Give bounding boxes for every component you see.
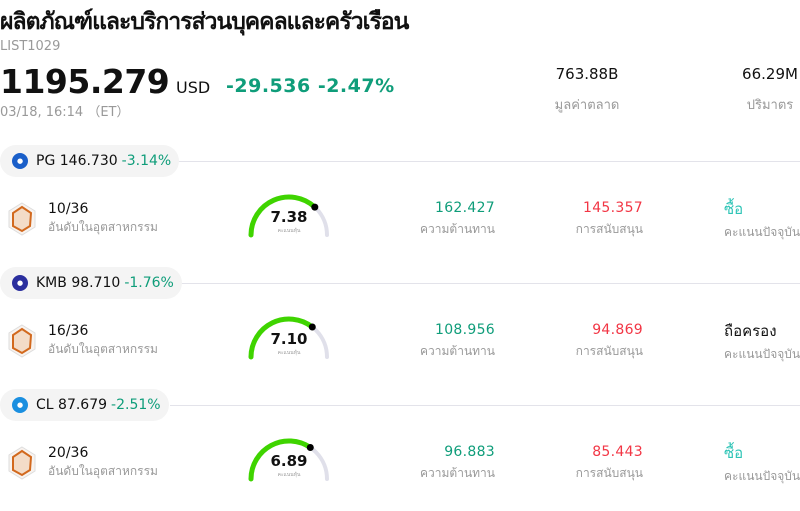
- gauge-fill: [248, 194, 318, 238]
- stock-symbol: PG: [36, 153, 56, 169]
- score-gauge: [248, 316, 329, 360]
- page-title: ผลิตภัณฑ์และบริการส่วนบุคคลและครัวเรือน: [0, 9, 409, 35]
- industry-rank: 10/36: [48, 201, 89, 217]
- stock-row[interactable]: ● PG 146.730 -3.14% 10/36 อันดับในอุตสาห…: [0, 145, 800, 267]
- stock-row[interactable]: ● CL 87.679 -2.51% 20/36 อันดับในอุตสาหก…: [0, 389, 800, 511]
- resistance-value: 96.883: [444, 444, 495, 460]
- industry-rank: 20/36: [48, 445, 89, 461]
- volume-label: ปริมาตร: [746, 98, 794, 113]
- gauge-marker: [311, 203, 319, 211]
- divider: [170, 161, 800, 162]
- stock-score: 7.38: [270, 208, 308, 226]
- market-cap-label: มูลค่าตลาด: [554, 98, 620, 113]
- index-price: 1195.279: [0, 62, 170, 101]
- price-change: -29.536 -2.47%: [226, 75, 395, 97]
- divider: [170, 405, 800, 406]
- support: 85.443 การสนับสนุน: [523, 444, 643, 483]
- stock-price: 146.730: [59, 153, 118, 169]
- stock-score-label: คะแนนหุ้น: [277, 228, 301, 234]
- volume-value: 66.29M: [742, 65, 798, 83]
- market-cap: 763.88B มูลค่าตลาด: [532, 65, 642, 115]
- stock-symbol: CL: [36, 397, 54, 413]
- market-cap-value: 763.88B: [555, 65, 619, 83]
- support-value: 145.357: [583, 200, 643, 216]
- resistance: 96.883 ความต้านทาน: [375, 444, 495, 483]
- industry-rank: 16/36: [48, 323, 89, 339]
- stock-change: -1.76%: [124, 275, 174, 291]
- score-gauge: [248, 194, 329, 238]
- gauge-marker: [308, 323, 316, 331]
- stock-change: -3.14%: [121, 153, 172, 169]
- support-label: การสนับสนุน: [575, 466, 643, 480]
- rating-label: คะแนนปัจจุบัน: [724, 225, 800, 239]
- stock-score: 6.89: [270, 452, 308, 470]
- stock-score: 7.10: [270, 330, 308, 348]
- resistance: 108.956 ความต้านทาน: [375, 322, 495, 361]
- pg-logo: ●: [12, 153, 28, 169]
- support-label: การสนับสนุน: [575, 222, 643, 236]
- score-gauge: [248, 438, 329, 482]
- resistance-label: ความต้านทาน: [420, 344, 495, 358]
- rating-label: คะแนนปัจจุบัน: [724, 469, 800, 483]
- stock-change: -2.51%: [111, 397, 161, 413]
- rating: ถือครอง: [724, 322, 777, 340]
- radar-icon: [8, 446, 36, 480]
- rating: ซื้อ: [724, 200, 744, 218]
- kmb-logo: ●: [12, 275, 28, 291]
- currency: USD: [176, 78, 211, 97]
- support: 94.869 การสนับสนุน: [523, 322, 643, 361]
- stock-symbol: KMB: [36, 275, 67, 291]
- support-value: 85.443: [592, 444, 643, 460]
- stock-price: 98.710: [71, 275, 121, 291]
- stock-row[interactable]: ● KMB 98.710 -1.76% 16/36 อันดับในอุตสาห…: [0, 267, 800, 389]
- resistance-label: ความต้านทาน: [420, 466, 495, 480]
- stock-price: 87.679: [58, 397, 108, 413]
- industry-rank-label: อันดับในอุตสาหกรรม: [48, 464, 158, 478]
- gauge-fill: [248, 316, 315, 360]
- industry-rank-label: อันดับในอุตสาหกรรม: [48, 342, 158, 356]
- rating: ซื้อ: [724, 444, 744, 462]
- timestamp: 03/18, 16:14 （ET）: [0, 105, 130, 120]
- resistance: 162.427 ความต้านทาน: [375, 200, 495, 239]
- resistance-value: 162.427: [435, 200, 495, 216]
- gauge-fill: [248, 438, 313, 482]
- volume: 66.29M ปริมาตร: [715, 65, 800, 115]
- support: 145.357 การสนับสนุน: [523, 200, 643, 239]
- stock-score-label: คะแนนหุ้น: [277, 350, 301, 356]
- stock-pill[interactable]: ● CL 87.679 -2.51%: [0, 389, 169, 421]
- index-code: LIST1029: [0, 39, 61, 54]
- cl-logo: ●: [12, 397, 28, 413]
- stock-score-label: คะแนนหุ้น: [277, 472, 301, 478]
- stock-pill[interactable]: ● PG 146.730 -3.14%: [0, 145, 180, 177]
- resistance-label: ความต้านทาน: [420, 222, 495, 236]
- resistance-value: 108.956: [435, 322, 495, 338]
- divider: [170, 283, 800, 284]
- radar-icon: [8, 324, 36, 358]
- industry-rank-label: อันดับในอุตสาหกรรม: [48, 220, 158, 234]
- rating-label: คะแนนปัจจุบัน: [724, 347, 800, 361]
- support-value: 94.869: [592, 322, 643, 338]
- stock-pill[interactable]: ● KMB 98.710 -1.76%: [0, 267, 182, 299]
- radar-icon: [8, 202, 36, 236]
- gauge-marker: [306, 444, 314, 451]
- support-label: การสนับสนุน: [575, 344, 643, 358]
